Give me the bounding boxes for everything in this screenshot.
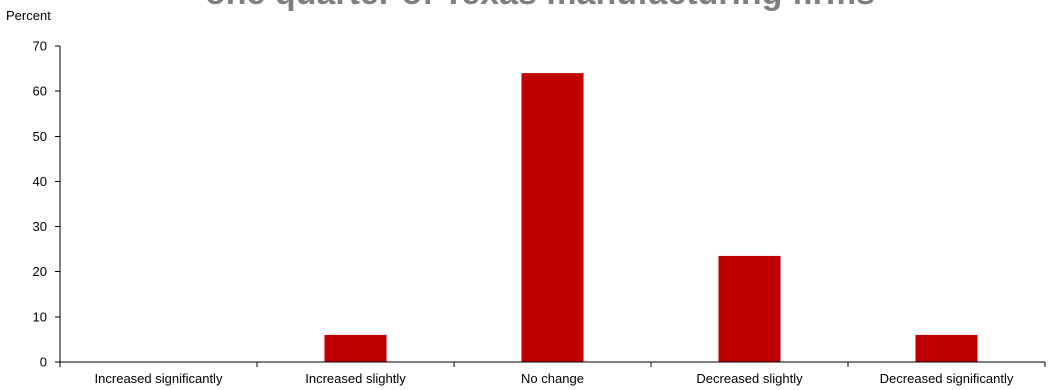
y-tick-label: 70 (33, 39, 47, 54)
x-axis-ticks: Increased significantly Increased slightl… (59, 362, 1046, 386)
y-tick-label: 50 (33, 129, 47, 144)
x-tick-label: Decreased significantly (880, 371, 1014, 386)
y-tick-label: 60 (33, 84, 47, 99)
y-tick-label: 20 (33, 264, 47, 279)
bar (324, 334, 387, 362)
x-tick-label: Increased slightly (305, 371, 406, 386)
y-axis-label: Percent (6, 8, 51, 23)
y-tick-label: 10 (33, 309, 47, 324)
bar (718, 255, 781, 362)
x-tick-label: Increased significantly (95, 371, 223, 386)
chart-title: one quarter of Texas manufacturing firms (205, 0, 875, 12)
y-tick-label: 40 (33, 174, 47, 189)
bars-group (324, 73, 978, 362)
x-tick-label: Decreased slightly (696, 371, 803, 386)
y-tick-label: 0 (40, 355, 47, 370)
y-tick-label: 30 (33, 219, 47, 234)
bar (915, 334, 978, 362)
x-tick-label: No change (521, 371, 584, 386)
bar (521, 73, 584, 362)
y-axis-ticks: 0 10 20 30 40 50 60 70 (33, 39, 60, 370)
